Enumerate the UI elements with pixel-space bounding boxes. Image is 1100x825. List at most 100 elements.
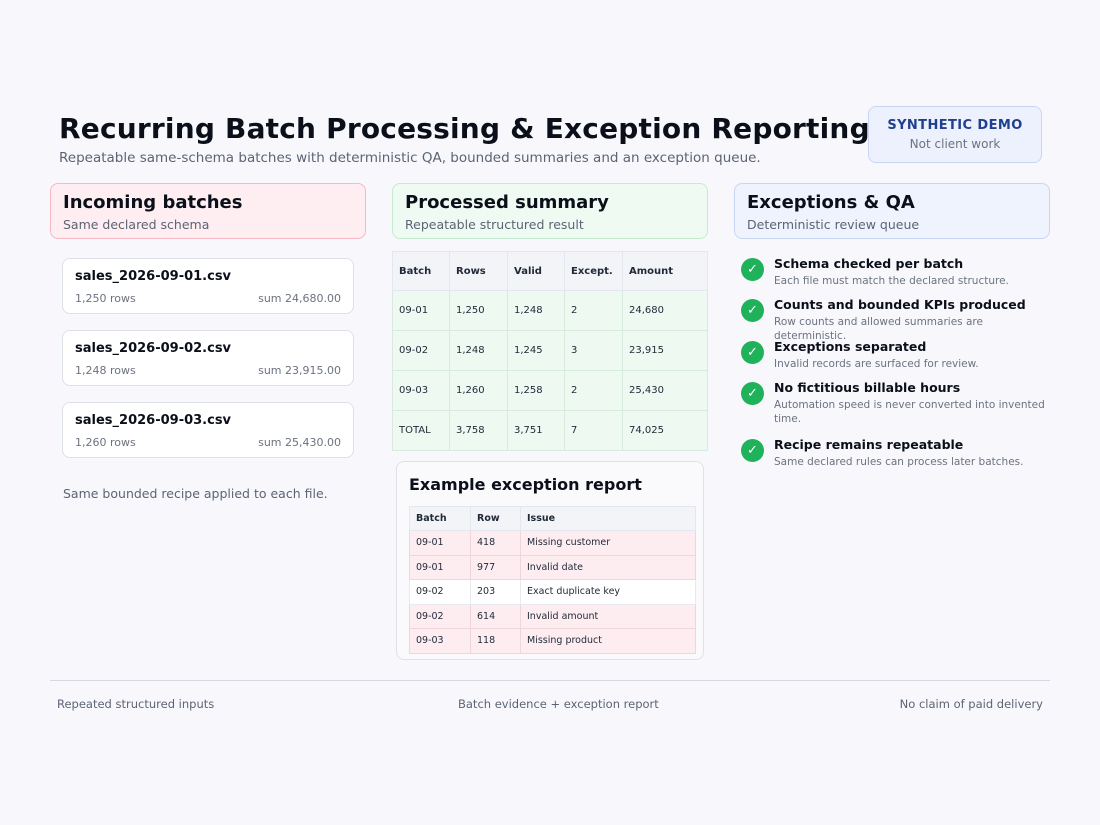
table-header-row: Batch Row Issue	[409, 506, 696, 531]
incoming-batches-title: Incoming batches	[63, 192, 243, 213]
qa-check-item: ✓ Recipe remains repeatable Same declare…	[741, 437, 1061, 469]
exception-report-card: Example exception report Batch Row Issue…	[396, 461, 704, 660]
badge-subtitle: Not client work	[909, 137, 1001, 151]
check-icon: ✓	[741, 382, 764, 405]
file-rows: 1,250 rows	[75, 292, 136, 305]
check-icon: ✓	[741, 341, 764, 364]
column-header: Amount	[622, 251, 708, 291]
check-icon: ✓	[741, 299, 764, 322]
table-cell: 977	[470, 554, 521, 580]
table-cell: 09-01	[409, 554, 471, 580]
incoming-batches-subtitle: Same declared schema	[63, 217, 210, 232]
table-row: 09-02 614 Invalid amount	[409, 603, 696, 629]
table-cell: 24,680	[622, 290, 708, 331]
table-cell: 1,248	[507, 290, 565, 331]
file-card[interactable]: sales_2026-09-02.csv 1,248 rows sum 23,9…	[62, 330, 354, 386]
column-header: Valid	[507, 251, 565, 291]
qa-item-description: Invalid records are surfaced for review.	[774, 358, 979, 370]
file-name: sales_2026-09-01.csv	[75, 269, 232, 284]
table-cell: 1,248	[449, 330, 508, 371]
file-sum: sum 25,430.00	[258, 436, 341, 449]
table-cell: 118	[470, 628, 521, 654]
qa-item-title: No fictitious billable hours	[774, 380, 961, 395]
file-rows: 1,248 rows	[75, 364, 136, 377]
synthetic-demo-badge: SYNTHETIC DEMO Not client work	[868, 106, 1042, 163]
table-cell: 09-03	[392, 370, 450, 411]
column-header: Row	[470, 506, 521, 531]
table-cell: 09-01	[392, 290, 450, 331]
file-name: sales_2026-09-02.csv	[75, 341, 232, 356]
column-header: Except.	[564, 251, 623, 291]
table-cell: 09-01	[409, 530, 471, 556]
qa-item-title: Schema checked per batch	[774, 256, 964, 271]
qa-check-item: ✓ No fictitious billable hours Automatio…	[741, 380, 1061, 426]
processed-summary-title: Processed summary	[405, 192, 609, 213]
column-header: Batch	[409, 506, 471, 531]
exception-table: Batch Row Issue 09-01 418 Missing custom…	[409, 506, 696, 654]
table-cell: 09-02	[392, 330, 450, 371]
table-cell: 1,250	[449, 290, 508, 331]
total-row: TOTAL 3,758 3,751 7 74,025	[392, 410, 708, 451]
table-cell: Invalid date	[520, 554, 696, 580]
table-row: 09-01 977 Invalid date	[409, 554, 696, 580]
table-cell: 7	[564, 410, 623, 451]
table-cell: 2	[564, 290, 623, 331]
qa-check-item: ✓ Schema checked per batch Each file mus…	[741, 256, 1061, 288]
exception-report-title: Example exception report	[409, 475, 642, 494]
incoming-batches-header: Incoming batches Same declared schema	[50, 183, 366, 239]
table-cell: 614	[470, 603, 521, 629]
table-cell: 23,915	[622, 330, 708, 371]
qa-check-item: ✓ Counts and bounded KPIs produced Row c…	[741, 297, 1061, 343]
table-row: 09-01 1,250 1,248 2 24,680	[392, 290, 708, 331]
check-icon: ✓	[741, 258, 764, 281]
table-cell: Exact duplicate key	[520, 579, 696, 605]
table-cell: 09-02	[409, 579, 471, 605]
table-cell: 3	[564, 330, 623, 371]
recipe-note: Same bounded recipe applied to each file…	[63, 486, 328, 501]
table-cell: 09-03	[409, 628, 471, 654]
table-cell: 1,260	[449, 370, 508, 411]
file-sum: sum 23,915.00	[258, 364, 341, 377]
qa-item-description: Automation speed is never converted into…	[774, 399, 1045, 425]
column-header: Batch	[392, 251, 450, 291]
qa-item-title: Recipe remains repeatable	[774, 437, 964, 452]
table-row: 09-02 203 Exact duplicate key	[409, 579, 696, 605]
qa-check-item: ✓ Exceptions separated Invalid records a…	[741, 339, 1061, 371]
table-cell: 3,751	[507, 410, 565, 451]
file-name: sales_2026-09-03.csv	[75, 413, 232, 428]
table-row: 09-03 1,260 1,258 2 25,430	[392, 370, 708, 411]
page-title: Recurring Batch Processing & Exception R…	[59, 112, 891, 145]
footer-center: Batch evidence + exception report	[458, 697, 659, 711]
table-header-row: Batch Rows Valid Except. Amount	[392, 251, 708, 291]
table-cell: 09-02	[409, 603, 471, 629]
summary-table: Batch Rows Valid Except. Amount 09-01 1,…	[392, 251, 708, 451]
footer-divider	[50, 680, 1050, 681]
table-cell: 25,430	[622, 370, 708, 411]
qa-item-title: Exceptions separated	[774, 339, 927, 354]
file-card[interactable]: sales_2026-09-03.csv 1,260 rows sum 25,4…	[62, 402, 354, 458]
table-cell: 3,758	[449, 410, 508, 451]
file-card[interactable]: sales_2026-09-01.csv 1,250 rows sum 24,6…	[62, 258, 354, 314]
table-cell: 2	[564, 370, 623, 411]
column-header: Issue	[520, 506, 696, 531]
exceptions-qa-header: Exceptions & QA Deterministic review que…	[734, 183, 1050, 239]
page-subtitle: Repeatable same-schema batches with dete…	[59, 150, 761, 166]
exceptions-qa-subtitle: Deterministic review queue	[747, 217, 920, 232]
footer-right: No claim of paid delivery	[899, 697, 1043, 711]
footer-left: Repeated structured inputs	[57, 697, 215, 711]
table-cell: Invalid amount	[520, 603, 696, 629]
processed-summary-header: Processed summary Repeatable structured …	[392, 183, 708, 239]
table-row: 09-03 118 Missing product	[409, 628, 696, 654]
file-rows: 1,260 rows	[75, 436, 136, 449]
qa-item-description: Same declared rules can process later ba…	[774, 456, 1024, 468]
table-cell: 1,245	[507, 330, 565, 371]
table-cell: TOTAL	[392, 410, 450, 451]
column-header: Rows	[449, 251, 508, 291]
table-row: 09-01 418 Missing customer	[409, 530, 696, 556]
table-cell: 74,025	[622, 410, 708, 451]
table-cell: 418	[470, 530, 521, 556]
exceptions-qa-title: Exceptions & QA	[747, 192, 915, 213]
table-cell: Missing product	[520, 628, 696, 654]
table-cell: 1,258	[507, 370, 565, 411]
badge-title: SYNTHETIC DEMO	[887, 118, 1023, 133]
